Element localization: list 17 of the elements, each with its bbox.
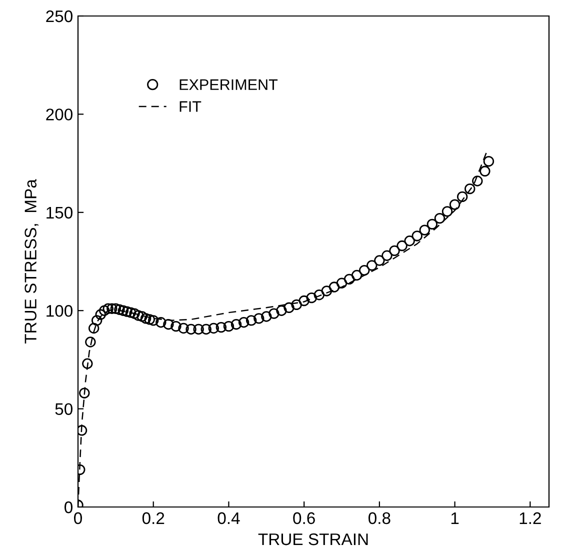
x-tick-label: 1.2 xyxy=(520,512,541,524)
y-axis-title: TRUE STRESS, MPa xyxy=(24,179,38,344)
y-tick-label: 200 xyxy=(46,108,72,120)
x-tick-label: 0.4 xyxy=(218,512,240,524)
y-tick-label: 100 xyxy=(46,305,72,317)
y-tick-label: 50 xyxy=(55,403,72,416)
x-tick-label: 0 xyxy=(74,512,82,524)
legend-label: EXPERIMENT xyxy=(180,79,278,90)
x-tick-label: 0.2 xyxy=(142,512,164,524)
y-tick-label: 250 xyxy=(46,10,72,22)
y-tick-label: 0 xyxy=(64,501,72,514)
x-tick-label: 1 xyxy=(451,512,459,524)
x-tick-label: 0.8 xyxy=(368,512,390,524)
y-tick-label: 150 xyxy=(46,206,72,219)
x-tick-label: 0.6 xyxy=(293,512,315,524)
x-axis-title: TRUE STRAIN xyxy=(258,533,368,546)
legend-label: FIT xyxy=(180,101,202,112)
